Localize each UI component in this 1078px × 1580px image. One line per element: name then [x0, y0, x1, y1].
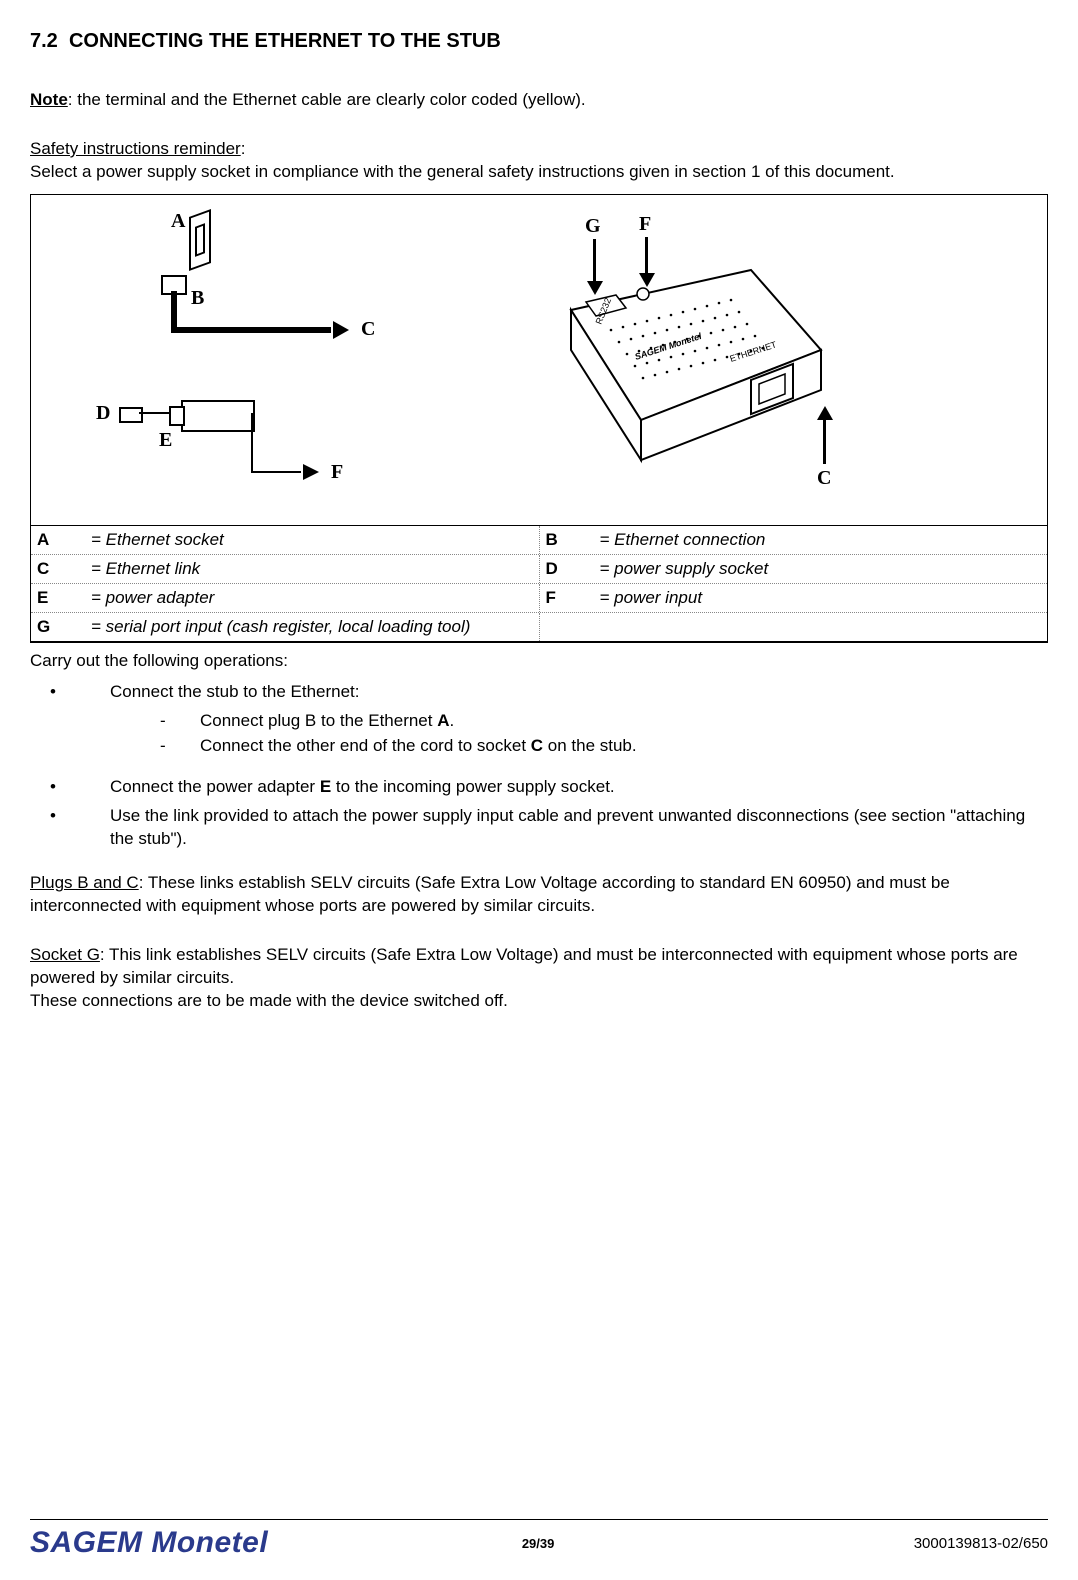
legend-text: = serial port input (cash register, loca… [91, 613, 539, 641]
diagram-label-a: A [171, 210, 185, 233]
diagram-label-e: E [159, 429, 172, 452]
note-text: : the terminal and the Ethernet cable ar… [68, 90, 586, 109]
legend-letter: G [31, 613, 91, 641]
note-label: Note [30, 90, 68, 109]
power-socket-icon [119, 407, 143, 423]
section-title-text: CONNECTING THE ETHERNET TO THE STUB [69, 30, 501, 52]
footer-doc-number: 3000139813-02/650 [808, 1535, 1048, 1552]
diagram-label-g: G [585, 215, 601, 238]
diagram-label-c-right: C [817, 467, 831, 490]
page-footer: SAGEM Monetel 29/39 3000139813-02/650 [30, 1519, 1048, 1560]
diagram-label-c-left: C [361, 318, 375, 341]
legend-letter: D [540, 555, 600, 583]
stub-device-icon: RS232 SAGEM Monetel ETHERNET [541, 250, 841, 480]
adapter-plug-icon [169, 406, 185, 426]
dash-connect-socket-c: Connect the other end of the cord to soc… [30, 735, 1048, 758]
plugs-bc-paragraph: Plugs B and C: These links establish SEL… [30, 872, 1048, 918]
plugs-bc-label: Plugs B and C [30, 873, 139, 892]
legend-letter [540, 613, 600, 641]
legend-table: A = Ethernet socket B = Ethernet connect… [31, 525, 1047, 642]
socket-g-label: Socket G [30, 945, 100, 964]
ethernet-socket-slot-icon [195, 223, 205, 257]
legend-text: = power input [600, 584, 707, 612]
legend-letter: A [31, 526, 91, 554]
legend-letter: B [540, 526, 600, 554]
safety-header: Safety instructions reminder [30, 139, 241, 158]
footer-page-number: 29/39 [268, 1536, 808, 1551]
socket-g-text1: : This link establishes SELV circuits (S… [30, 945, 1018, 987]
diagram-label-f-left: F [331, 461, 343, 484]
socket-g-paragraph: Socket G: This link establishes SELV cir… [30, 944, 1048, 1013]
legend-text: = Ethernet socket [91, 526, 228, 554]
bullet-use-link: Use the link provided to attach the powe… [30, 805, 1048, 851]
bullet-connect-stub: Connect the stub to the Ethernet: [30, 681, 1048, 704]
bullet-connect-adapter: Connect the power adapter E to the incom… [30, 776, 1048, 799]
diagram-label-b: B [191, 287, 204, 310]
socket-g-text2: These connections are to be made with th… [30, 991, 508, 1010]
footer-brand: SAGEM Monetel [30, 1526, 268, 1560]
note-paragraph: Note: the terminal and the Ethernet cabl… [30, 89, 1048, 112]
diagram-label-d: D [96, 402, 110, 425]
section-heading: 7.2 CONNECTING THE ETHERNET TO THE STUB [30, 30, 1048, 53]
legend-text: = power supply socket [600, 555, 773, 583]
legend-letter: C [31, 555, 91, 583]
legend-text: = Ethernet connection [600, 526, 770, 554]
safety-text: Select a power supply socket in complian… [30, 162, 895, 181]
section-number: 7.2 [30, 30, 58, 52]
diagram-label-f-right: F [639, 213, 651, 236]
diagram-area: A B C D E F G F [31, 195, 1047, 525]
power-adapter-icon [181, 400, 255, 432]
legend-text: = Ethernet link [91, 555, 204, 583]
legend-text [600, 613, 604, 641]
diagram-container: A B C D E F G F [30, 194, 1048, 643]
operations-intro: Carry out the following operations: [30, 651, 1048, 671]
safety-block: Safety instructions reminder: Select a p… [30, 138, 1048, 184]
legend-letter: F [540, 584, 600, 612]
plugs-bc-text: : These links establish SELV circuits (S… [30, 873, 950, 915]
legend-text: = power adapter [91, 584, 218, 612]
legend-letter: E [31, 584, 91, 612]
dash-connect-plug-b: Connect plug B to the Ethernet A. [30, 710, 1048, 733]
